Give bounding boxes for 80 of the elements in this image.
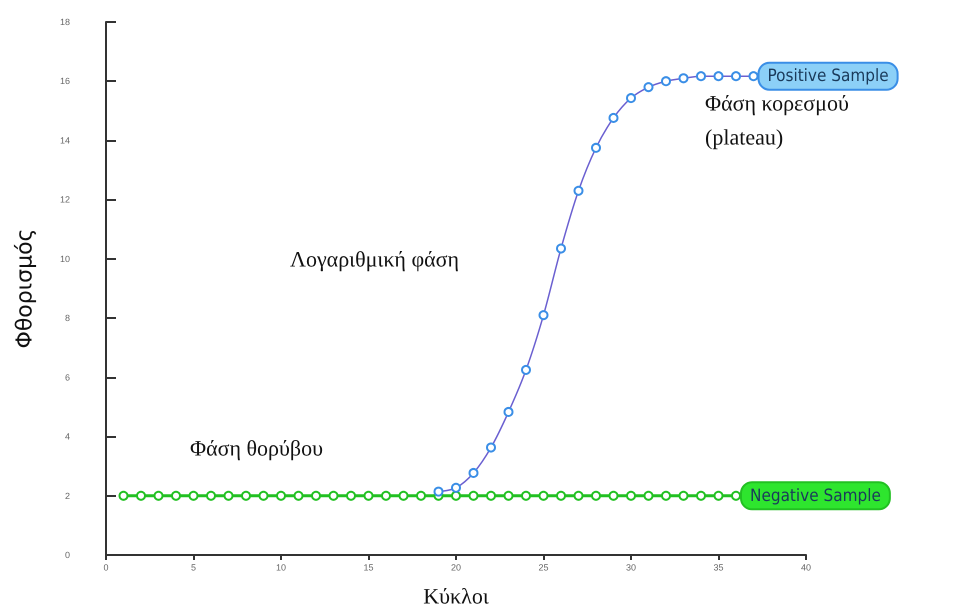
point (136, 490, 146, 501)
point (328, 490, 338, 501)
point (626, 490, 636, 501)
point (731, 71, 741, 82)
point (696, 71, 706, 82)
point (696, 490, 706, 501)
point (171, 490, 181, 501)
y-tick-label: 4 (64, 432, 70, 442)
point (626, 93, 636, 104)
point (486, 442, 496, 453)
point (276, 490, 286, 501)
point (608, 490, 618, 501)
y-tick-label: 10 (60, 254, 70, 264)
point (346, 490, 356, 501)
point (714, 71, 724, 82)
point (608, 112, 618, 123)
point (241, 490, 251, 501)
x-tick-label: 0 (103, 562, 109, 572)
point (468, 468, 478, 478)
point (224, 490, 234, 501)
point (591, 142, 601, 153)
point (644, 82, 654, 92)
point (661, 490, 671, 501)
x-tick-label: 10 (276, 562, 286, 572)
series-label: Negative Sample (750, 486, 881, 506)
point (521, 490, 531, 501)
point (154, 490, 164, 501)
annotation: Φάση κορεσμού (plateau) (705, 90, 849, 150)
y-tick-label: 0 (64, 550, 70, 560)
point (118, 490, 128, 501)
y-tick-label: 16 (60, 76, 70, 86)
point (504, 490, 514, 501)
point (644, 490, 654, 501)
x-tick-label: 5 (190, 562, 196, 572)
annotation: Φάση θορύβου (190, 436, 324, 460)
point (661, 76, 671, 86)
x-tick-label: 20 (450, 562, 462, 572)
point (206, 490, 216, 501)
point (381, 490, 391, 501)
point (294, 490, 304, 501)
point (416, 490, 426, 501)
point (468, 490, 478, 501)
point (451, 482, 461, 493)
x-tick-label: 35 (713, 562, 724, 572)
y-tick-label: 14 (60, 135, 70, 146)
point (556, 244, 566, 254)
point (678, 73, 688, 84)
point (434, 486, 444, 497)
y-axis-title: Φθορισμός (12, 228, 38, 348)
point (311, 490, 321, 501)
annotation: Λογαριθμική φάση (290, 246, 460, 272)
y-tick-label: 6 (64, 372, 70, 382)
series-label: Positive Sample (768, 66, 889, 86)
y-tick-label: 12 (60, 194, 70, 205)
point (556, 490, 566, 501)
point (538, 310, 548, 320)
point (748, 71, 758, 82)
point (574, 186, 584, 196)
point (398, 490, 408, 501)
point (486, 490, 496, 501)
x-tick-label: 30 (626, 562, 636, 572)
point (258, 490, 268, 501)
y-tick-label: 18 (60, 17, 70, 27)
point (188, 490, 198, 501)
y-tick-label: 8 (64, 313, 70, 324)
point (451, 490, 461, 501)
point (591, 490, 601, 501)
point (504, 406, 514, 417)
x-axis-title: Κύκλοι (423, 584, 489, 608)
point (678, 490, 688, 501)
point (731, 490, 741, 501)
x-tick-label: 25 (538, 562, 549, 572)
point (521, 364, 531, 375)
x-tick-label: 40 (800, 562, 812, 572)
y-tick-label: 2 (64, 490, 70, 501)
point (538, 490, 548, 501)
x-tick-label: 15 (363, 562, 374, 572)
point (364, 490, 374, 501)
point (714, 490, 724, 501)
point (574, 490, 584, 501)
